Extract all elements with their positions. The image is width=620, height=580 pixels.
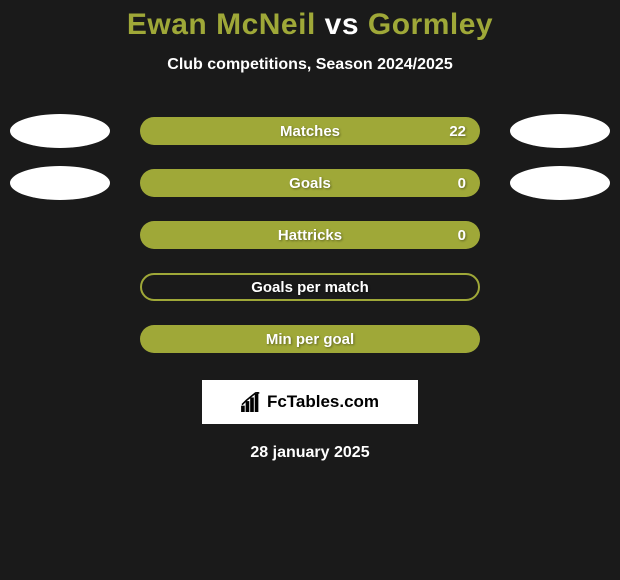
avatar-spacer xyxy=(510,270,610,304)
stat-bar: Goals 0 xyxy=(140,169,480,197)
fctables-icon xyxy=(241,392,263,412)
stat-row-goals-per-match: Goals per match xyxy=(0,270,620,304)
avatar-spacer xyxy=(10,322,110,356)
stat-row-goals: Goals 0 xyxy=(0,166,620,200)
player2-avatar xyxy=(510,166,610,200)
avatar-spacer xyxy=(510,322,610,356)
stat-bar: Hattricks 0 xyxy=(140,221,480,249)
vs-word: vs xyxy=(325,8,359,41)
avatar-spacer xyxy=(10,218,110,252)
source-logo-text: FcTables.com xyxy=(267,392,379,412)
stat-label: Min per goal xyxy=(266,331,354,348)
stat-row-matches: Matches 22 xyxy=(0,114,620,148)
page-title: Ewan McNeil vs Gormley xyxy=(0,8,620,42)
avatar-spacer xyxy=(10,270,110,304)
stat-bar: Matches 22 xyxy=(140,117,480,145)
stat-label: Matches xyxy=(280,123,340,140)
player2-avatar xyxy=(510,114,610,148)
stat-label: Goals per match xyxy=(251,279,369,296)
stat-bar: Min per goal xyxy=(140,325,480,353)
player1-avatar xyxy=(10,166,110,200)
stat-rows: Matches 22 Goals 0 Hattricks 0 Goal xyxy=(0,114,620,356)
stat-bar: Goals per match xyxy=(140,273,480,301)
avatar-spacer xyxy=(510,218,610,252)
stat-row-hattricks: Hattricks 0 xyxy=(0,218,620,252)
player1-name: Ewan McNeil xyxy=(127,8,316,41)
stat-label: Goals xyxy=(289,175,331,192)
snapshot-date: 28 january 2025 xyxy=(0,444,620,462)
stat-row-min-per-goal: Min per goal xyxy=(0,322,620,356)
player1-avatar xyxy=(10,114,110,148)
source-logo: FcTables.com xyxy=(202,380,418,424)
stat-value: 22 xyxy=(449,123,466,140)
stat-value: 0 xyxy=(458,227,466,244)
stat-value: 0 xyxy=(458,175,466,192)
player2-name: Gormley xyxy=(368,8,493,41)
subtitle: Club competitions, Season 2024/2025 xyxy=(0,56,620,74)
stat-label: Hattricks xyxy=(278,227,342,244)
comparison-card: Ewan McNeil vs Gormley Club competitions… xyxy=(0,0,620,462)
